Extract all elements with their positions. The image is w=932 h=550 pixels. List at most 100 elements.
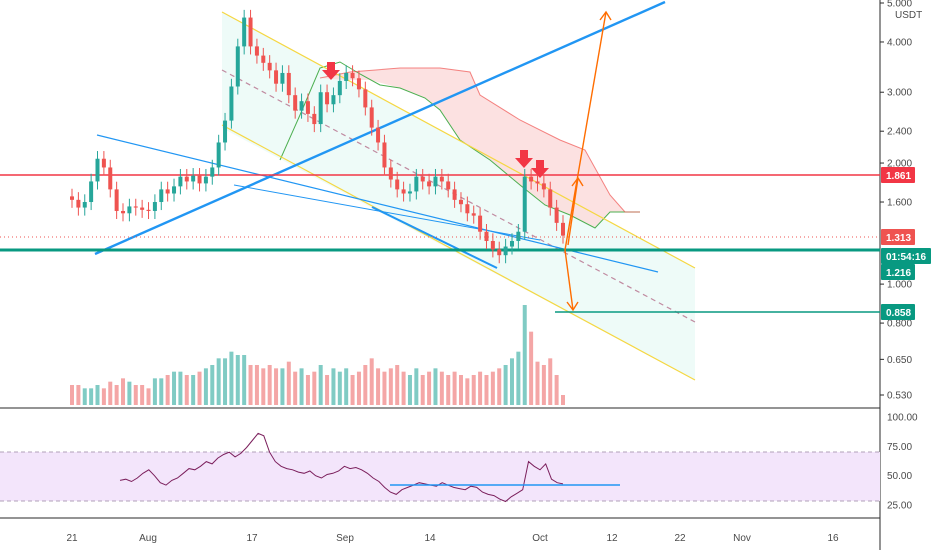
candle-body xyxy=(210,167,215,177)
candle-body xyxy=(503,246,508,256)
rsi-line xyxy=(119,432,564,503)
candle-body xyxy=(318,92,323,125)
time-tick-label: 21 xyxy=(66,533,78,544)
volume-bar xyxy=(420,375,425,405)
volume-bar xyxy=(478,371,483,405)
price-tick-label: 1.000 xyxy=(887,280,912,291)
cloud-span-b xyxy=(319,67,640,213)
candle-body xyxy=(280,72,285,84)
time-tick-label: 14 xyxy=(424,533,436,544)
candle-body xyxy=(293,95,298,111)
volume-bar xyxy=(108,381,113,405)
candle-body xyxy=(261,55,266,63)
candle-body xyxy=(89,181,94,203)
volume-bar xyxy=(497,368,502,405)
volume-bar xyxy=(522,305,527,405)
volume-bar xyxy=(210,365,215,405)
price-tick-label: 1.600 xyxy=(887,198,912,209)
candle-body xyxy=(274,70,279,84)
candle-body xyxy=(203,176,208,184)
volume-bar xyxy=(548,358,553,405)
svg-text:0.858: 0.858 xyxy=(886,308,911,319)
volume-bar xyxy=(261,368,266,405)
projection-arrows xyxy=(564,10,612,312)
candle-body xyxy=(344,72,349,81)
candle-body xyxy=(529,176,534,182)
rsi-axis: 100.00 75.00 50.00 25.00 xyxy=(887,413,918,512)
volume-bar xyxy=(446,375,451,405)
volume-bar xyxy=(433,368,438,405)
price-tick-label: 0.530 xyxy=(887,391,912,402)
candle-body xyxy=(452,189,457,200)
channel-upper xyxy=(221,11,696,269)
volume-bar xyxy=(89,388,94,405)
candle-body xyxy=(159,189,164,203)
rsi-band xyxy=(0,452,880,501)
candle-body xyxy=(516,231,521,241)
volume-bar xyxy=(229,351,234,405)
volume-bar xyxy=(114,385,119,405)
time-tick-label: 22 xyxy=(674,533,686,544)
volume-bar xyxy=(561,395,565,405)
candle-body xyxy=(446,181,451,190)
projection-down-head xyxy=(566,301,579,312)
candle-body xyxy=(165,189,170,194)
volume-bar xyxy=(299,368,304,405)
volume-bar xyxy=(503,365,508,405)
volume-bar xyxy=(554,375,559,405)
candle-body xyxy=(407,191,412,194)
price-tick-label: 0.800 xyxy=(887,319,912,330)
rsi-tick-label: 75.00 xyxy=(887,442,912,453)
volume-bar xyxy=(140,385,145,405)
trend-slight xyxy=(233,184,541,241)
candle-body xyxy=(490,240,495,250)
volume-bar xyxy=(146,388,151,405)
volume-bar xyxy=(242,355,247,405)
candle-body xyxy=(229,86,234,121)
candles xyxy=(70,9,565,264)
volume-bar xyxy=(101,388,106,405)
candle-body xyxy=(509,240,514,247)
volume-bar xyxy=(350,375,355,405)
volume-bar xyxy=(439,371,444,405)
candle-body xyxy=(382,142,387,168)
time-tick-label: Oct xyxy=(532,533,548,544)
volume-bar xyxy=(305,375,310,405)
trend-lower-leg xyxy=(371,206,498,269)
time-tick-label: Nov xyxy=(733,533,751,544)
candle-body xyxy=(197,175,202,184)
price-tick-label: 2.400 xyxy=(887,127,912,138)
projection-up xyxy=(567,177,579,246)
candle-body xyxy=(363,89,368,108)
svg-text:1.313: 1.313 xyxy=(886,233,911,244)
volume-bar xyxy=(159,378,164,405)
volume-bar xyxy=(82,388,87,405)
candle-body xyxy=(465,204,470,214)
candle-body xyxy=(331,95,336,105)
volume-bar xyxy=(401,371,406,405)
volume-bar xyxy=(95,385,100,405)
volume-bar xyxy=(172,371,177,405)
candle-body xyxy=(70,196,74,200)
volume-bar xyxy=(427,371,432,405)
candle-body xyxy=(146,209,151,211)
volume-bar xyxy=(509,358,514,405)
price-tag: 1.313 xyxy=(881,229,915,245)
volume-bar xyxy=(529,331,534,405)
volume-bar xyxy=(369,358,374,405)
volume-bar xyxy=(133,385,138,405)
candle-body xyxy=(535,181,540,184)
volume-bar xyxy=(235,355,240,405)
candle-body xyxy=(401,189,406,194)
candle-body xyxy=(395,179,400,190)
candle-body xyxy=(223,120,228,143)
price-tag: 1.216 xyxy=(881,264,915,280)
candle-body xyxy=(248,17,253,47)
volume-bar xyxy=(407,375,412,405)
candle-body xyxy=(76,199,81,208)
volume-bar xyxy=(293,371,298,405)
volume-bar xyxy=(152,378,157,405)
channel-fill xyxy=(222,12,695,380)
volume-bar xyxy=(516,351,521,405)
